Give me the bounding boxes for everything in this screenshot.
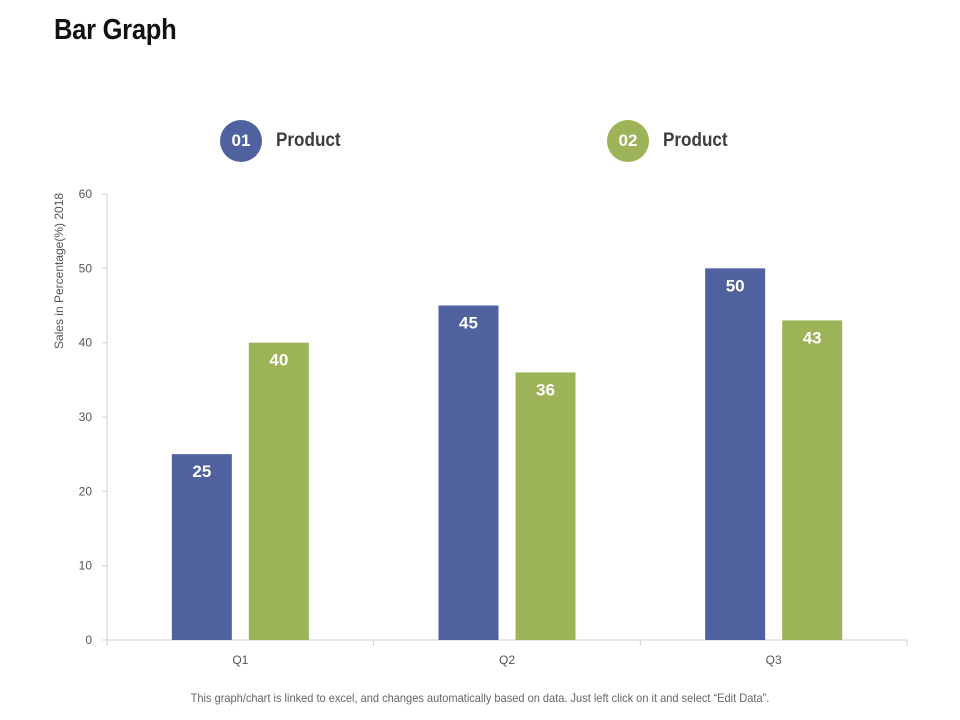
y-tick-label: 40 — [79, 336, 93, 350]
bar-q1-series-1 — [171, 454, 232, 640]
y-tick-label: 20 — [79, 484, 93, 498]
y-tick-label: 30 — [79, 410, 93, 424]
legend-label-01: Product — [276, 130, 341, 151]
bar-value-label: 40 — [269, 351, 288, 370]
x-tick-label: Q3 — [766, 653, 782, 667]
y-tick-label: 60 — [79, 187, 93, 201]
bar-q3-series-1 — [705, 268, 766, 640]
bar-value-label: 36 — [536, 380, 555, 399]
bar-q2-series-2 — [515, 372, 576, 640]
legend-badge-01: 01 — [220, 120, 262, 162]
bar-value-label: 50 — [726, 276, 745, 295]
legend-badge-02: 02 — [607, 120, 649, 162]
page-title: Bar Graph — [54, 14, 177, 46]
legend-item-product-01: 01 Product — [220, 120, 348, 162]
bar-value-label: 43 — [803, 328, 822, 347]
legend-item-product-02: 02 Product — [607, 120, 735, 162]
bar-q2-series-1 — [438, 305, 499, 640]
bar-value-label: 25 — [192, 462, 211, 481]
bar-value-label: 45 — [459, 314, 478, 333]
x-tick-label: Q1 — [232, 653, 248, 667]
y-tick-label: 0 — [85, 633, 92, 647]
footnote: This graph/chart is linked to excel, and… — [190, 691, 770, 705]
bar-q1-series-2 — [248, 342, 309, 640]
legend-label-02: Product — [663, 130, 728, 151]
bar-q3-series-2 — [782, 320, 843, 640]
y-tick-label: 10 — [79, 559, 93, 573]
y-axis-title: Sales in Percentage(%) 2018 — [52, 193, 66, 349]
x-tick-label: Q2 — [499, 653, 515, 667]
y-tick-label: 50 — [79, 261, 93, 275]
